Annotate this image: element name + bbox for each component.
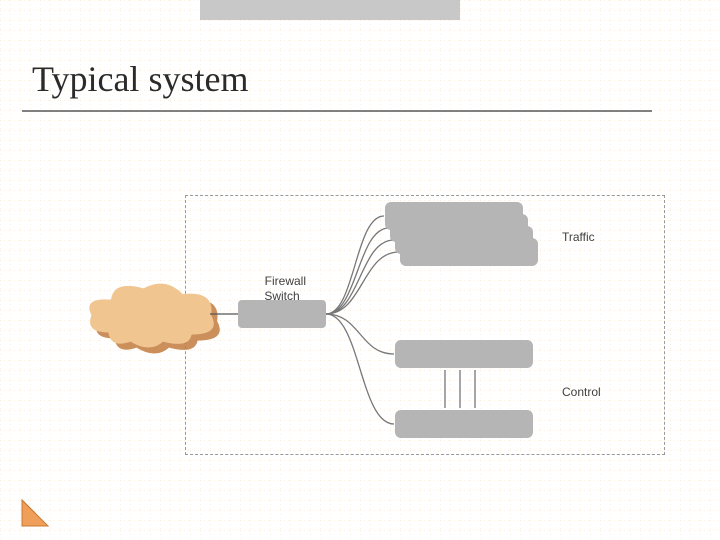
control-server-1 [395,410,533,438]
title-divider [22,110,652,112]
firewall-switch-label: Firewall Switch [238,260,326,303]
header-bar [200,0,460,20]
traffic-server-3 [400,238,538,266]
page-title: Typical system [32,58,248,100]
control-server-0 [395,340,533,368]
traffic-label: Traffic [562,230,595,244]
firewall-switch [238,300,326,328]
control-label: Control [562,385,601,399]
firewall-switch-label-text: Firewall Switch [264,274,306,302]
